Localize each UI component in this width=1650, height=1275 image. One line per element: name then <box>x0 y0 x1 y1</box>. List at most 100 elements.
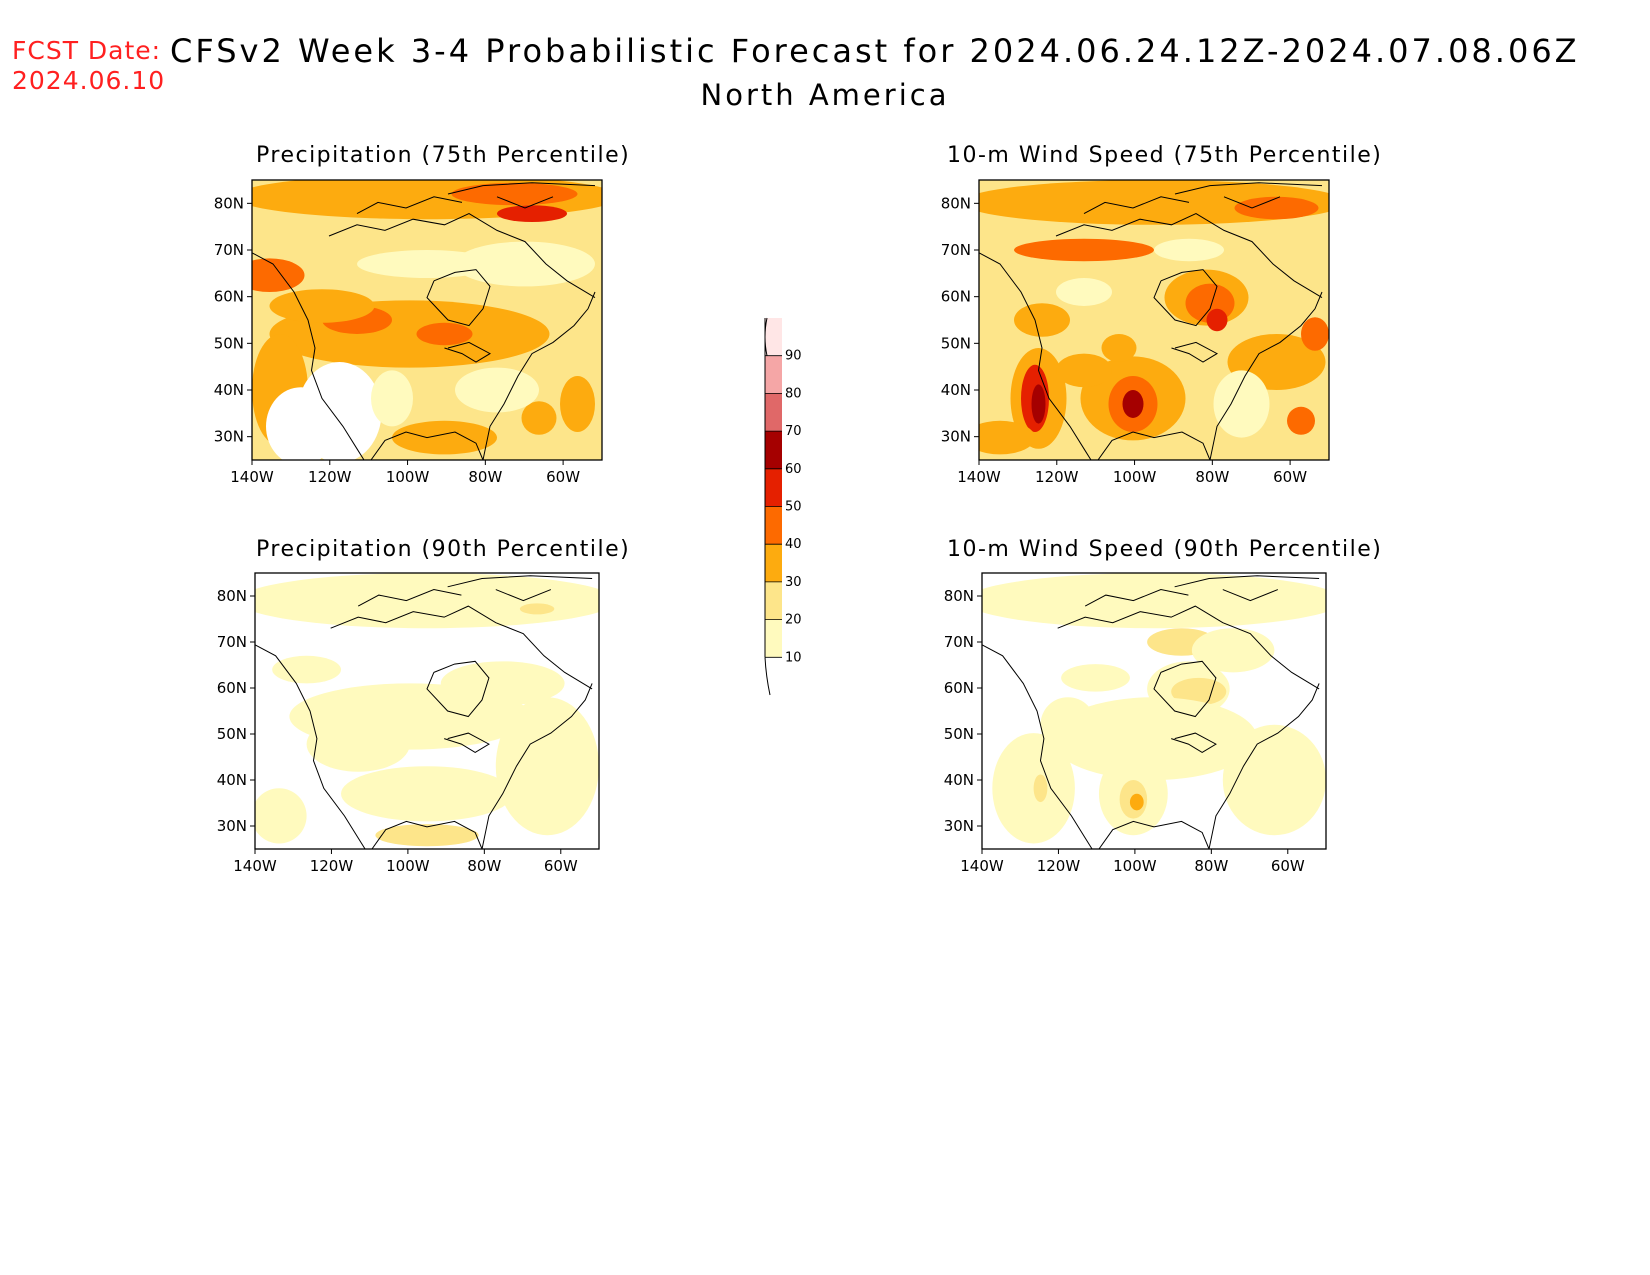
probability-region <box>497 205 567 222</box>
probability-region <box>255 573 599 629</box>
probability-region <box>375 824 479 847</box>
colorbar-legend: 10 20 30 40 50 60 70 80 90 <box>764 317 802 696</box>
probability-region <box>371 370 413 427</box>
lat-tick-label: 50N <box>941 334 971 352</box>
coastline <box>1174 182 1323 195</box>
coastline <box>447 182 596 195</box>
probability-region <box>1301 317 1329 351</box>
map-frame <box>251 179 603 461</box>
map-precip90: 80N 70N 60N 50N 40N 30N 140W 120W 100W 80W 60W <box>217 572 600 875</box>
coastline <box>370 431 484 460</box>
lat-tick-label: 70N <box>944 633 974 651</box>
coastline <box>1098 820 1210 849</box>
coastline <box>356 196 463 215</box>
lon-tick-label: 60W <box>546 468 580 486</box>
lat-tick-label: 30N <box>217 817 247 835</box>
coastline <box>1153 660 1217 718</box>
lon-tick-label: 100W <box>1113 857 1157 875</box>
coastline <box>1084 589 1189 607</box>
map-frame <box>978 179 1330 461</box>
coastline <box>482 291 596 460</box>
colorbar-label: 20 <box>785 613 802 628</box>
coastline <box>426 269 491 327</box>
probability-region <box>521 401 557 435</box>
coastline <box>328 213 596 299</box>
probability-region <box>392 420 497 455</box>
probability-region <box>979 420 1035 455</box>
lat-tick-label: 40N <box>217 771 247 789</box>
forecast-date-value: 2024.06.10 <box>12 66 166 95</box>
coastline <box>1171 732 1217 753</box>
lon-tick-label: 120W <box>308 468 352 486</box>
lon-tick-label: 140W <box>960 857 1004 875</box>
lat-tick-label: 50N <box>944 725 974 743</box>
lat-tick-label: 60N <box>944 679 974 697</box>
coastline <box>1153 269 1218 327</box>
coastline <box>979 252 1092 460</box>
page-title: CFSv2 Week 3-4 Probabilistic Forecast fo… <box>170 32 1580 70</box>
lon-tick-label: 80W <box>468 468 502 486</box>
forecast-date-block: FCST Date: 2024.06.10 <box>12 36 165 96</box>
lat-tick-label: 40N <box>941 381 971 399</box>
lat-tick-label: 80N <box>941 194 971 212</box>
map-frame <box>254 572 600 850</box>
lon-tick-label: 140W <box>233 857 277 875</box>
probability-region <box>1213 370 1270 438</box>
colorbar-segment <box>765 544 782 582</box>
coastline <box>1209 291 1323 460</box>
probability-region <box>272 655 341 684</box>
colorbar-segment <box>765 619 782 658</box>
colorbar-label: 80 <box>785 386 802 401</box>
probability-region <box>1191 628 1275 673</box>
lat-tick-label: 30N <box>941 428 971 446</box>
probability-region <box>252 258 305 292</box>
lat-tick-label: 80N <box>217 587 247 605</box>
colorbar-label: 40 <box>785 537 802 552</box>
panel-title-wind90: 10-m Wind Speed (90th Percentile) <box>947 537 1383 562</box>
probability-region <box>519 603 555 615</box>
probability-region <box>560 376 595 432</box>
coastline <box>444 341 492 363</box>
probability-region <box>1056 353 1112 388</box>
colorbar-segment <box>765 393 782 432</box>
panel-title-precip90: Precipitation (90th Percentile) <box>256 537 631 562</box>
coastline <box>447 575 593 588</box>
panel-title-precip75: Precipitation (75th Percentile) <box>256 143 631 168</box>
lat-tick-label: 60N <box>214 288 244 306</box>
lat-tick-label: 40N <box>214 381 244 399</box>
lon-tick-label: 60W <box>1273 468 1307 486</box>
lon-tick-label: 120W <box>1035 468 1079 486</box>
probability-region <box>992 733 1075 844</box>
lon-tick-label: 120W <box>310 857 354 875</box>
probability-region <box>1154 238 1224 262</box>
probability-region <box>416 322 473 346</box>
colorbar-label: 60 <box>785 462 802 477</box>
coastline <box>255 644 366 849</box>
lat-tick-label: 60N <box>217 679 247 697</box>
probability-region <box>1206 308 1228 332</box>
forecast-date-label: FCST Date: <box>12 36 162 65</box>
lon-tick-label: 120W <box>1037 857 1081 875</box>
colorbar-segment <box>765 581 782 620</box>
colorbar-segment <box>765 431 782 469</box>
probability-region <box>1234 196 1319 220</box>
field-wind90 <box>982 573 1326 849</box>
probability-region <box>306 716 410 772</box>
probability-region <box>1122 390 1144 418</box>
lat-tick-label: 40N <box>944 771 974 789</box>
probability-region <box>357 250 497 278</box>
probability-region <box>495 697 599 836</box>
map-frame <box>981 572 1327 850</box>
probability-region <box>1014 238 1154 262</box>
lon-tick-label: 100W <box>1113 468 1157 486</box>
colorbar-bottom-cap <box>764 657 771 696</box>
probability-region <box>1040 697 1096 753</box>
probability-region <box>1171 677 1227 706</box>
colorbar-label: 70 <box>785 424 802 439</box>
colorbar-segment <box>765 468 782 507</box>
lon-tick-label: 140W <box>957 468 1001 486</box>
panel-title-wind75: 10-m Wind Speed (75th Percentile) <box>947 143 1383 168</box>
map-precip75: 80N 70N 60N 50N 40N 30N 140W 120W 100W 80W 60W <box>214 179 603 486</box>
field-wind75 <box>979 180 1329 460</box>
probability-region <box>982 573 1326 629</box>
